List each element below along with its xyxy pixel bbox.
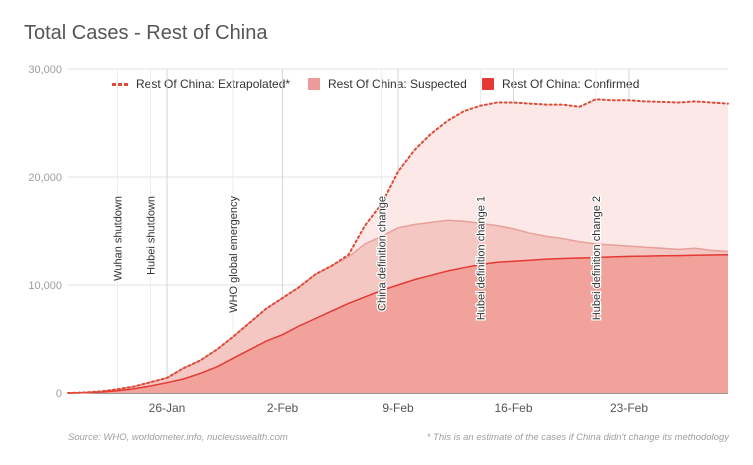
legend-label-suspected: Rest Of China: Suspected	[328, 77, 467, 91]
series-extrapolated-line	[67, 98, 729, 394]
chart-title: Total Cases - Rest of China	[24, 22, 268, 44]
legend-label-confirmed: Rest Of China: Confirmed	[502, 77, 640, 91]
annotation-label: Hubei definition change 1	[476, 196, 488, 320]
dotted-line-icon	[112, 82, 128, 86]
x-tick-label: 9-Feb	[382, 401, 414, 415]
suspected-swatch-icon	[308, 78, 320, 90]
series-confirmed-line	[67, 254, 729, 394]
x-tick-label: 23-Feb	[610, 401, 648, 415]
annotation-label: China definition change	[377, 196, 389, 311]
y-tick-label: 20,000	[28, 172, 62, 184]
annotation-label: WHO global emergency	[228, 196, 240, 313]
y-tick-label: 0	[56, 388, 62, 400]
legend-label-extrapolated: Rest Of China: Extrapolated*	[136, 77, 291, 91]
x-tick-label: 2-Feb	[267, 401, 299, 415]
y-tick-label: 10,000	[28, 280, 62, 292]
legend-item-confirmed[interactable]: Rest Of China: Confirmed	[482, 76, 639, 92]
source-note: Source: WHO, worldometer.info, nucleuswe…	[68, 432, 288, 443]
x-tick-label: 26-Jan	[149, 401, 186, 415]
x-tick-label: 16-Feb	[494, 401, 532, 415]
footnote: * This is an estimate of the cases if Ch…	[426, 432, 729, 443]
legend-item-suspected[interactable]: Rest Of China: Suspected	[308, 76, 467, 92]
series-suspected-line	[67, 219, 729, 394]
annotation-label: Wuhan shutdown	[113, 196, 125, 281]
annotation-label: Hubei definition change 2	[591, 196, 603, 320]
y-tick-label: 30,000	[28, 64, 62, 76]
confirmed-swatch-icon	[482, 78, 494, 90]
legend-item-extrapolated[interactable]: Rest Of China: Extrapolated*	[112, 76, 290, 92]
annotation-label: Hubei shutdown	[146, 196, 158, 275]
